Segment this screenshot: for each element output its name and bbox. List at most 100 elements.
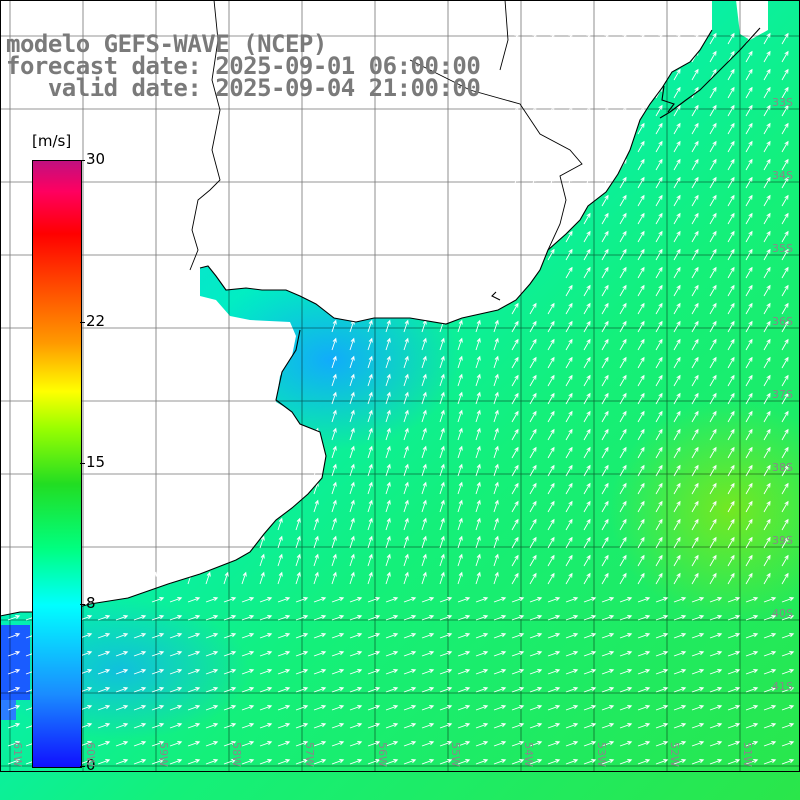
wind-arrow	[673, 615, 687, 621]
wind-arrow	[529, 741, 543, 747]
wind-arrow	[565, 633, 579, 639]
wind-arrow	[601, 554, 609, 567]
wind-arrow	[439, 445, 445, 459]
wind-arrow	[349, 517, 355, 531]
wind-arrow	[601, 140, 609, 153]
wind-arrow	[781, 266, 789, 279]
wind-arrow	[691, 446, 699, 459]
wind-arrow	[763, 86, 771, 99]
wind-arrow	[691, 705, 705, 711]
wind-arrow	[529, 615, 543, 621]
wind-arrow	[709, 572, 717, 585]
wind-arrow	[277, 535, 283, 549]
wind-arrow	[331, 535, 337, 549]
wind-arrow	[7, 633, 21, 639]
wind-arrow	[457, 409, 463, 423]
wind-arrow	[619, 374, 627, 387]
wind-arrow	[727, 759, 741, 765]
wind-arrow	[511, 176, 519, 189]
wind-arrow	[709, 320, 717, 333]
wind-arrow	[565, 392, 573, 405]
wind-arrow	[745, 723, 759, 729]
wind-arrow	[781, 518, 789, 531]
wind-arrow	[457, 553, 463, 567]
wind-arrow	[331, 481, 337, 495]
wind-arrow	[439, 687, 453, 693]
wind-arrow	[421, 409, 427, 423]
wind-arrow	[403, 517, 409, 531]
wind-arrow	[763, 741, 777, 747]
wind-arrow	[583, 741, 597, 747]
wind-arrow	[493, 615, 507, 621]
wind-arrow	[457, 633, 471, 639]
wind-arrow	[583, 302, 591, 315]
wind-arrow	[403, 445, 409, 459]
wind-arrow	[547, 158, 555, 171]
wind-arrow	[583, 723, 597, 729]
wind-arrow	[529, 50, 537, 63]
wind-arrow	[367, 553, 373, 567]
longitude-label: 56W	[376, 742, 389, 767]
wind-arrow	[601, 759, 615, 765]
wind-arrow	[511, 615, 525, 621]
wind-arrow	[745, 615, 759, 621]
wind-arrow	[673, 651, 687, 657]
wind-arrow	[691, 68, 699, 81]
wind-arrow	[583, 338, 591, 351]
wind-arrow	[547, 687, 561, 693]
wind-arrow	[529, 356, 537, 369]
wind-arrow	[745, 597, 759, 603]
wind-arrow	[331, 391, 337, 405]
wind-arrow	[475, 723, 489, 729]
wind-arrow	[151, 615, 165, 621]
wind-arrow	[385, 373, 391, 387]
wind-arrow	[583, 392, 591, 405]
wind-arrow	[637, 446, 645, 459]
wind-arrow	[331, 409, 337, 423]
wind-arrow	[727, 284, 735, 297]
wind-arrow	[331, 427, 337, 441]
wind-arrow	[637, 554, 645, 567]
wind-arrow	[637, 68, 645, 81]
wind-arrow	[331, 445, 337, 459]
wind-arrow	[367, 445, 373, 459]
wind-arrow	[439, 651, 453, 657]
wind-arrow	[781, 428, 789, 441]
wind-arrow	[421, 427, 427, 441]
wind-arrow	[97, 705, 111, 711]
wind-arrow	[547, 741, 561, 747]
wind-arrow	[619, 723, 633, 729]
wind-arrow	[781, 536, 789, 549]
wind-arrow	[583, 669, 597, 675]
wind-arrow	[421, 615, 435, 621]
wind-arrow	[601, 338, 609, 351]
wind-arrow	[691, 392, 699, 405]
wind-arrow	[637, 669, 651, 675]
wind-arrow	[205, 723, 219, 729]
wind-arrow	[439, 337, 445, 351]
wind-arrow	[619, 104, 627, 117]
wind-arrow	[619, 741, 633, 747]
wind-arrow	[313, 669, 327, 675]
wind-arrow	[727, 374, 735, 387]
wind-arrow	[511, 32, 519, 45]
wind-arrow	[583, 651, 597, 657]
wind-arrow	[583, 374, 591, 387]
wind-arrow	[511, 140, 519, 153]
wind-arrow	[691, 140, 699, 153]
wind-arrow	[511, 158, 519, 171]
wind-arrow	[619, 759, 633, 765]
wind-arrow	[565, 284, 573, 297]
wind-arrow	[439, 463, 445, 477]
wind-arrow	[673, 669, 687, 675]
wind-arrow	[457, 759, 471, 765]
wind-arrow	[673, 266, 681, 279]
wind-arrow	[457, 337, 463, 351]
wind-arrow	[745, 759, 759, 765]
wind-arrow	[385, 705, 399, 711]
wind-arrow	[151, 571, 157, 585]
wind-arrow	[367, 633, 381, 639]
wind-arrow	[619, 320, 627, 333]
wind-arrow	[601, 230, 609, 243]
wind-arrow	[763, 194, 771, 207]
